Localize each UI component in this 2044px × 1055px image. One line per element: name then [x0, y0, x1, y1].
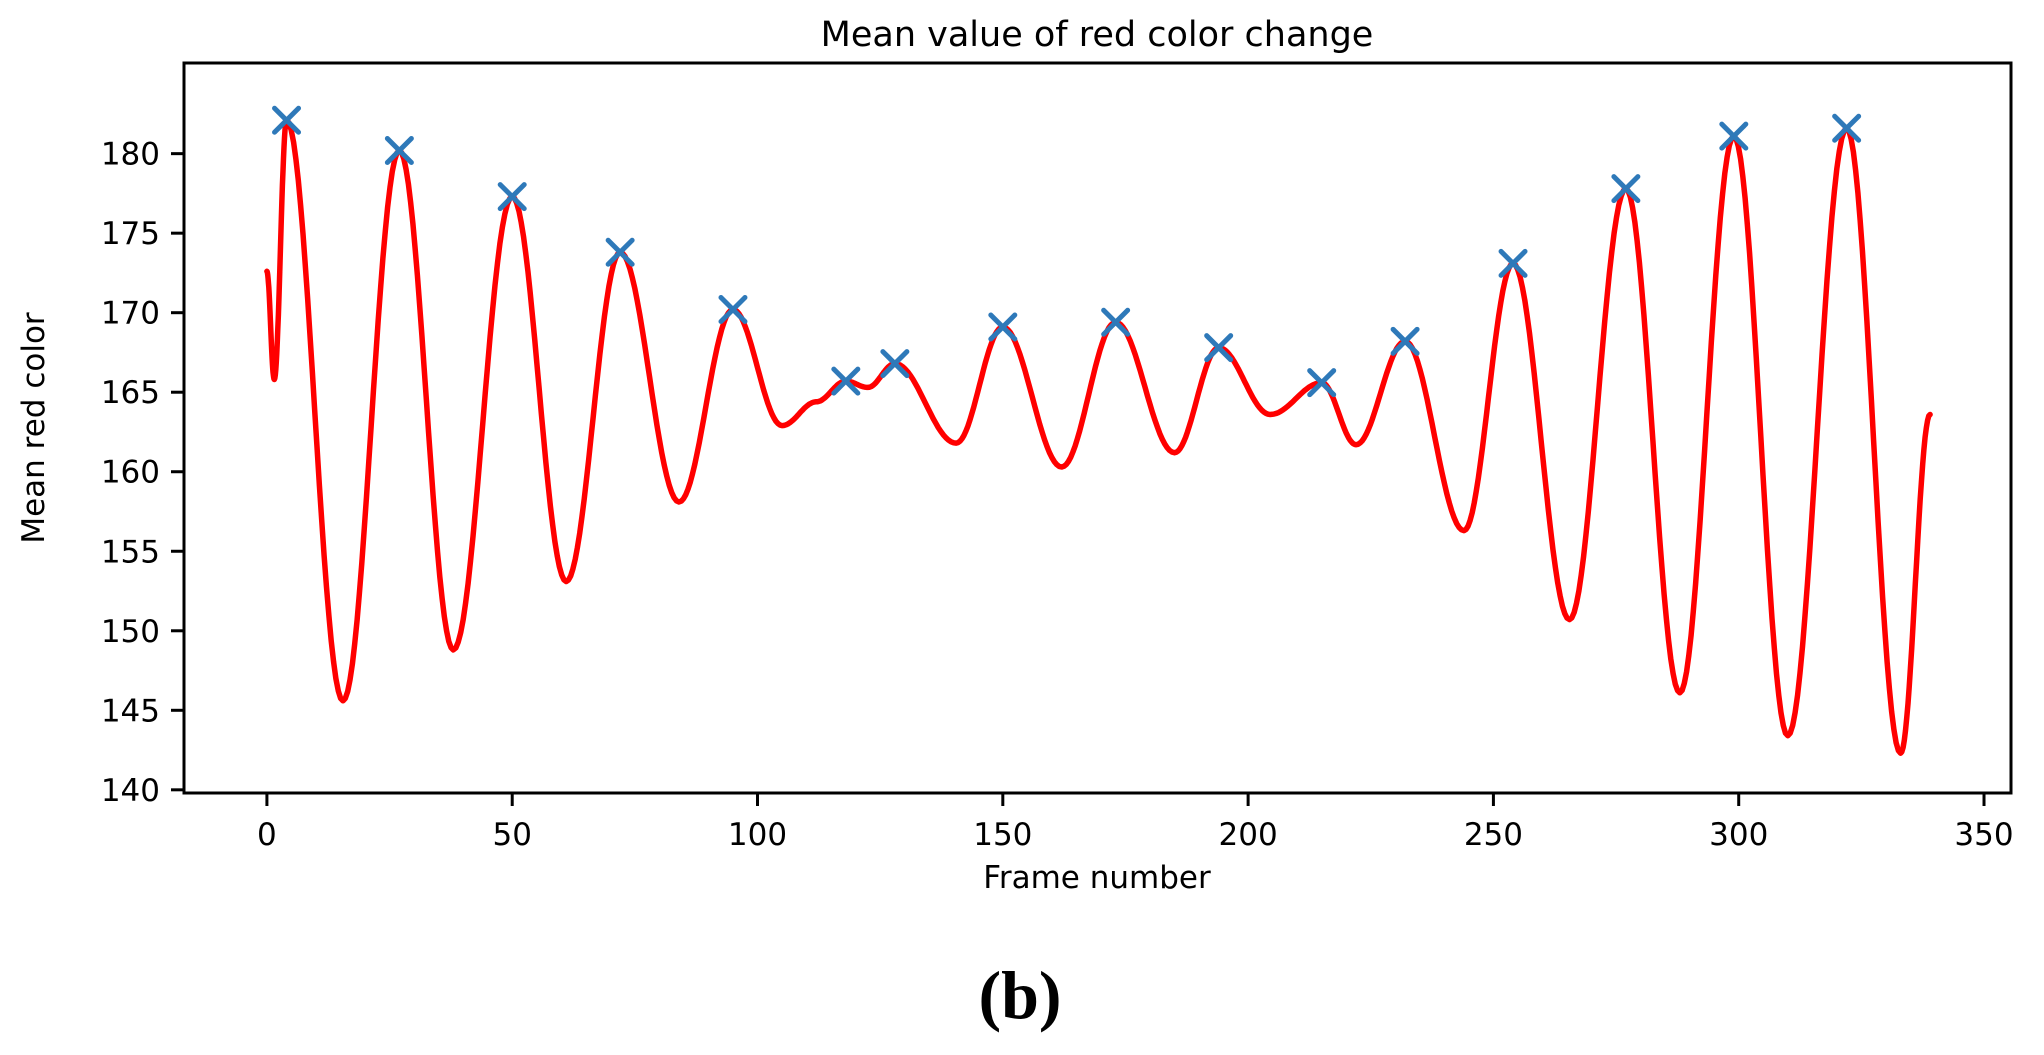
x-stroke	[384, 135, 414, 165]
peak-marker-x	[272, 105, 302, 135]
x-stroke	[1832, 113, 1862, 143]
x-tick-label: 200	[1219, 817, 1278, 853]
peak-marker-x	[1832, 113, 1862, 143]
x-stroke	[988, 312, 1018, 342]
x-tick-label: 250	[1464, 817, 1523, 853]
chart-title: Mean value of red color change	[821, 15, 1374, 55]
peak-marker-x	[384, 135, 414, 165]
x-tick-label: 350	[1954, 817, 2013, 853]
data-line	[264, 117, 1933, 756]
peak-marker-x	[718, 295, 748, 325]
y-tick-label: 175	[101, 216, 160, 252]
y-tick-label: 150	[101, 614, 160, 650]
peak-marker-x	[831, 366, 861, 396]
peak-markers-layer	[272, 105, 1862, 398]
peak-marker-x	[1307, 368, 1337, 398]
y-tick-label: 145	[101, 693, 160, 729]
y-tick-label: 155	[101, 534, 160, 570]
y-tick-label: 165	[101, 375, 160, 411]
peak-marker-x	[1498, 248, 1528, 278]
peak-marker-x	[1719, 121, 1749, 151]
peak-marker-x	[497, 182, 527, 212]
y-tick-label: 180	[101, 137, 160, 173]
x-stroke	[605, 237, 635, 267]
x-stroke	[272, 105, 302, 135]
peak-marker-x	[1101, 307, 1131, 337]
x-stroke	[1204, 333, 1234, 363]
y-tick-label: 170	[101, 296, 160, 332]
peak-marker-x	[1204, 333, 1234, 363]
x-axis-ticks: 0 50 100 150 200 250 300 350	[257, 793, 2014, 853]
figure-caption: (b)	[978, 957, 1061, 1033]
x-stroke	[1390, 326, 1420, 356]
x-stroke	[880, 349, 910, 379]
data-line-layer	[264, 117, 1933, 756]
x-stroke	[1101, 307, 1131, 337]
x-stroke	[1498, 248, 1528, 278]
peak-marker-x	[988, 312, 1018, 342]
plot-border	[182, 61, 2013, 795]
x-stroke	[718, 295, 748, 325]
x-stroke	[1719, 121, 1749, 151]
y-axis-label: Mean red color	[16, 312, 52, 544]
peak-marker-x	[880, 349, 910, 379]
x-tick-label: 300	[1709, 817, 1768, 853]
peak-marker-x	[1611, 174, 1641, 204]
x-tick-label: 100	[728, 817, 787, 853]
x-stroke	[1307, 368, 1337, 398]
y-tick-label: 140	[101, 773, 160, 809]
x-tick-label: 150	[973, 817, 1032, 853]
y-axis-ticks: 140 145 150 155 160 165 170 175 180	[101, 137, 184, 809]
peak-marker-x	[605, 237, 635, 267]
peak-marker-x	[1390, 326, 1420, 356]
y-tick-label: 160	[101, 455, 160, 491]
x-stroke	[1611, 174, 1641, 204]
x-stroke	[831, 366, 861, 396]
x-tick-label: 0	[257, 817, 277, 853]
axes-spines	[182, 61, 2013, 795]
x-axis-label: Frame number	[983, 860, 1211, 896]
x-stroke	[497, 182, 527, 212]
x-tick-label: 50	[492, 817, 531, 853]
